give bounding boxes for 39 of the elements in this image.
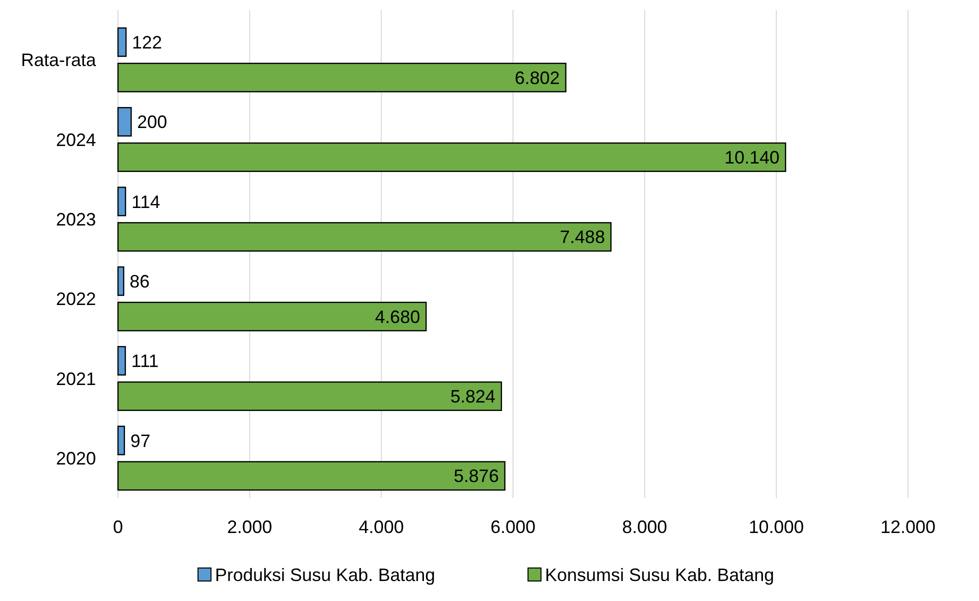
bar <box>117 461 506 491</box>
y-tick-label: 2020 <box>56 448 96 468</box>
data-label: 114 <box>132 192 160 212</box>
x-tick-label: 12.000 <box>880 517 936 537</box>
y-tick-label: 2023 <box>56 209 96 230</box>
x-tick-label: 0 <box>112 517 124 537</box>
bar <box>117 107 132 137</box>
bar <box>117 381 502 411</box>
y-tick-label: Rata-rata <box>20 50 97 70</box>
x-tick-label: 8.000 <box>622 517 668 537</box>
data-label: 6.802 <box>514 68 560 88</box>
bar <box>117 142 786 172</box>
bar <box>117 346 126 376</box>
bar <box>117 302 427 332</box>
bar <box>117 62 566 92</box>
data-label: 5.824 <box>450 386 496 407</box>
legend-label: Konsumsi Susu Kab. Batang <box>545 565 774 585</box>
bar <box>117 266 124 296</box>
data-label: 200 <box>137 112 168 132</box>
x-tick-label: 2.000 <box>227 517 272 537</box>
data-label: 5.876 <box>454 466 499 486</box>
x-tick-label: 4.000 <box>358 517 404 537</box>
data-label: 111 <box>131 351 159 372</box>
bar <box>117 27 127 57</box>
y-tick-label: 2021 <box>56 368 96 389</box>
data-label: 7.488 <box>560 227 605 248</box>
data-label: 4.680 <box>375 306 420 327</box>
y-tick-label: 2024 <box>56 130 96 150</box>
bar <box>117 222 612 252</box>
x-tick-label: 6.000 <box>490 517 536 537</box>
data-label: 86 <box>130 271 150 292</box>
data-label: 10.140 <box>724 148 780 168</box>
data-label: 122 <box>132 32 162 52</box>
y-tick-label: 2022 <box>56 289 96 310</box>
bar <box>117 186 126 216</box>
data-label: 97 <box>130 430 150 451</box>
x-tick-label: 10.000 <box>748 517 804 537</box>
legend-label: Produksi Susu Kab. Batang <box>215 565 436 585</box>
bar <box>117 426 125 456</box>
